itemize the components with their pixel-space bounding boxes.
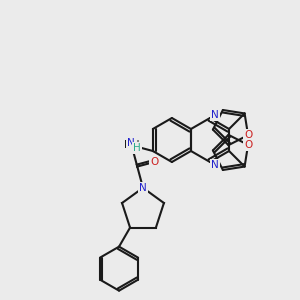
Text: N: N [127,138,134,148]
Text: H: H [133,143,140,153]
Text: NH: NH [124,140,139,150]
Text: N: N [139,183,147,193]
Text: O: O [244,130,252,140]
Text: O: O [244,140,252,150]
Text: N: N [211,110,219,120]
Text: O: O [150,157,158,167]
Text: N: N [211,160,219,170]
